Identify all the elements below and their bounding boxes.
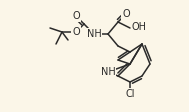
Text: O: O — [72, 11, 80, 21]
Text: O: O — [72, 27, 80, 37]
Text: Cl: Cl — [125, 89, 135, 99]
Text: NH: NH — [87, 29, 101, 39]
Text: O: O — [122, 9, 130, 19]
Text: OH: OH — [132, 22, 147, 32]
Text: NH: NH — [101, 67, 115, 77]
